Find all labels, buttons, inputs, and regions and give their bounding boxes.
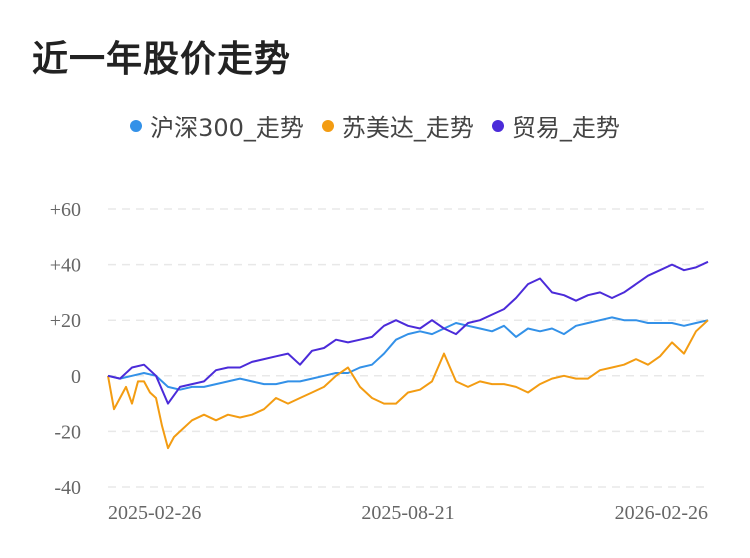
legend: 沪深300_走势 苏美达_走势 贸易_走势	[0, 108, 750, 143]
legend-marker-sumeida	[321, 119, 334, 132]
y-tick-label: +60	[50, 199, 81, 221]
y-tick-label: +20	[50, 310, 81, 332]
y-tick-label: +40	[50, 255, 81, 277]
x-tick-label: 2025-02-26	[108, 502, 201, 524]
x-tick-label: 2025-08-21	[361, 502, 454, 524]
y-tick-label: -20	[54, 421, 81, 443]
series-line-2[interactable]	[107, 260, 709, 405]
series-line-1[interactable]	[107, 319, 709, 450]
legend-item-sumeida[interactable]: 苏美达_走势	[321, 108, 474, 143]
legend-label-trade: 贸易_走势	[511, 114, 620, 142]
legend-item-trade[interactable]: 贸易_走势	[491, 108, 620, 143]
chart-title: 近一年股价走势	[32, 39, 292, 80]
y-tick-label: -40	[54, 477, 81, 499]
series-line-0[interactable]	[107, 316, 709, 391]
legend-marker-hs300	[130, 119, 143, 132]
legend-marker-trade	[491, 119, 504, 132]
x-tick-label: 2026-02-26	[615, 502, 708, 524]
legend-item-hs300[interactable]: 沪深300_走势	[130, 108, 304, 143]
legend-label-hs300: 沪深300_走势	[150, 114, 304, 142]
y-tick-label: 0	[71, 366, 81, 388]
legend-label-sumeida: 苏美达_走势	[341, 114, 474, 142]
